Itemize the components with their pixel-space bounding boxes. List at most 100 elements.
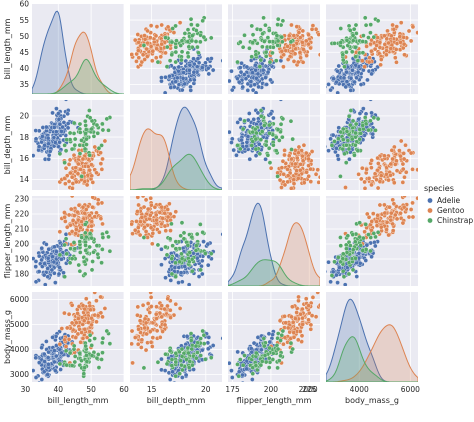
point-adelie: [278, 100, 284, 102]
panel-marks: [228, 15, 320, 94]
point-adelie: [228, 78, 232, 84]
point-gentoo: [289, 156, 294, 162]
point-gentoo: [99, 167, 105, 172]
point-gentoo: [293, 316, 298, 321]
point-chinstrap: [96, 365, 102, 370]
point-chinstrap: [77, 151, 83, 156]
point-chinstrap: [258, 57, 264, 63]
point-adelie: [343, 84, 349, 90]
point-adelie: [253, 90, 259, 94]
point-adelie: [335, 90, 340, 94]
point-chinstrap: [375, 230, 381, 235]
point-chinstrap: [91, 249, 96, 255]
point-gentoo: [296, 30, 302, 35]
point-gentoo: [375, 167, 380, 173]
point-chinstrap: [240, 126, 246, 132]
point-adelie: [267, 339, 273, 345]
point-adelie: [240, 84, 246, 90]
point-gentoo: [69, 174, 75, 180]
point-adelie: [205, 346, 211, 352]
point-gentoo: [98, 310, 104, 316]
point-gentoo: [82, 210, 88, 216]
point-gentoo: [300, 306, 305, 312]
point-chinstrap: [77, 121, 83, 127]
point-chinstrap: [353, 54, 358, 59]
point-adelie: [65, 125, 71, 131]
point-gentoo: [298, 329, 303, 334]
point-chinstrap: [263, 49, 269, 55]
point-adelie: [266, 331, 272, 337]
point-adelie: [270, 332, 275, 337]
point-gentoo: [134, 59, 139, 64]
point-gentoo: [393, 212, 398, 218]
kde-adelie: [228, 202, 320, 286]
point-gentoo: [87, 329, 92, 334]
point-chinstrap: [90, 259, 95, 264]
point-gentoo: [301, 47, 306, 52]
point-chinstrap: [371, 34, 377, 40]
point-gentoo: [153, 33, 159, 39]
point-gentoo: [400, 180, 406, 185]
point-chinstrap: [92, 336, 97, 341]
point-gentoo: [168, 307, 173, 313]
point-chinstrap: [198, 222, 203, 227]
point-chinstrap: [181, 236, 187, 242]
point-chinstrap: [274, 33, 280, 38]
point-gentoo: [100, 314, 105, 320]
point-chinstrap: [350, 267, 356, 273]
point-gentoo: [62, 337, 67, 343]
point-adelie: [52, 348, 57, 353]
point-gentoo: [125, 205, 129, 209]
point-adelie: [368, 100, 373, 102]
point-chinstrap: [265, 35, 271, 40]
point-chinstrap: [189, 38, 195, 44]
point-gentoo: [165, 296, 171, 302]
point-adelie: [181, 70, 186, 75]
point-gentoo: [72, 213, 77, 218]
point-gentoo: [84, 182, 90, 188]
point-chinstrap: [267, 160, 273, 165]
point-adelie: [172, 265, 178, 270]
point-adelie: [37, 392, 41, 396]
point-adelie: [56, 116, 62, 122]
point-gentoo: [76, 316, 81, 321]
point-gentoo: [160, 192, 164, 196]
point-gentoo: [377, 40, 383, 45]
point-adelie: [37, 380, 42, 382]
y-tick-label: 40: [19, 64, 29, 73]
point-gentoo: [388, 217, 394, 223]
point-gentoo: [415, 167, 418, 173]
point-adelie: [331, 76, 336, 81]
point-gentoo: [92, 144, 98, 150]
point-chinstrap: [177, 259, 182, 265]
point-chinstrap: [346, 271, 352, 277]
y-tick-label: 230: [15, 195, 30, 204]
point-chinstrap: [100, 235, 106, 240]
point-chinstrap: [178, 233, 183, 239]
point-adelie: [358, 82, 364, 87]
point-chinstrap: [275, 22, 280, 27]
point-chinstrap: [189, 346, 195, 352]
point-chinstrap: [253, 136, 259, 142]
point-adelie: [187, 62, 193, 68]
point-chinstrap: [100, 121, 105, 127]
point-chinstrap: [164, 361, 170, 367]
point-gentoo: [178, 189, 182, 193]
point-chinstrap: [254, 350, 259, 356]
point-gentoo: [285, 44, 290, 49]
point-chinstrap: [266, 355, 272, 361]
point-gentoo: [157, 335, 163, 340]
point-chinstrap: [83, 127, 89, 132]
point-adelie: [250, 87, 256, 93]
panel-marks: [125, 189, 222, 286]
point-gentoo: [393, 47, 399, 52]
point-chinstrap: [167, 58, 173, 63]
point-adelie: [44, 339, 49, 344]
point-gentoo: [303, 296, 309, 302]
point-gentoo: [386, 177, 391, 183]
point-chinstrap: [368, 30, 373, 35]
point-adelie: [243, 76, 249, 81]
point-adelie: [42, 282, 48, 286]
